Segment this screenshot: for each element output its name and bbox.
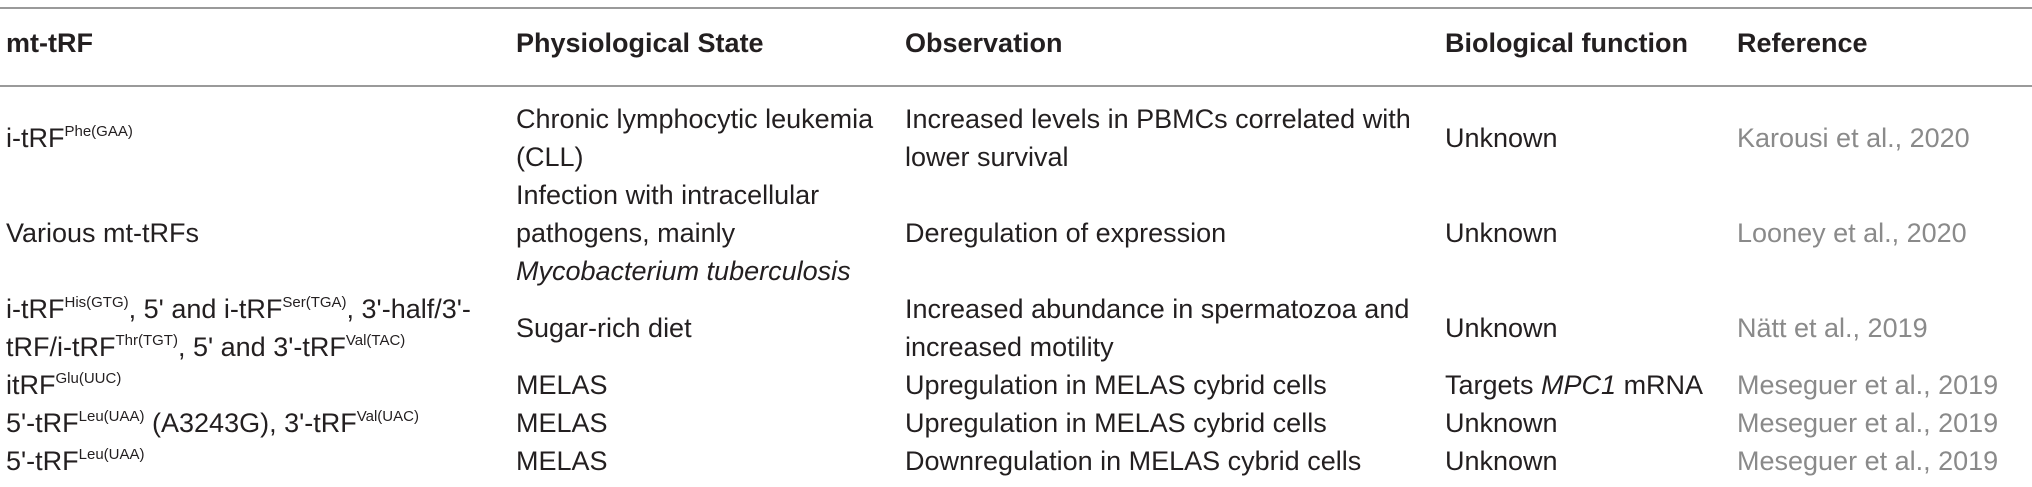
- header-observation: Observation: [905, 27, 1063, 58]
- cell-function: Unknown: [1445, 123, 1558, 153]
- table-row: i-tRFPhe(GAA) Chronic lymphocytic leukem…: [0, 86, 2032, 176]
- cell-mt-trf: itRFGlu(UUC): [6, 370, 122, 400]
- cell-observation: Deregulation of expression: [905, 218, 1227, 248]
- cell-observation: Upregulation in MELAS cybrid cells: [905, 408, 1327, 438]
- table-row: 5'-tRFLeu(UAA) MELAS Downregulation in M…: [0, 442, 2032, 480]
- cell-reference: Meseguer et al., 2019: [1737, 370, 1999, 400]
- cell-state: Chronic lymphocytic leukemia (CLL): [516, 104, 874, 172]
- cell-mt-trf: 5'-tRFLeu(UAA) (A3243G), 3'-tRFVal(UAC): [6, 408, 419, 438]
- cell-function: Unknown: [1445, 218, 1558, 248]
- cell-reference: Looney et al., 2020: [1737, 218, 1967, 248]
- cell-reference: Karousi et al., 2020: [1737, 123, 1970, 153]
- cell-state: Sugar-rich diet: [516, 313, 692, 343]
- cell-observation: Increased levels in PBMCs correlated wit…: [905, 104, 1411, 172]
- cell-function: Unknown: [1445, 408, 1558, 438]
- table-row: itRFGlu(UUC) MELAS Upregulation in MELAS…: [0, 366, 2032, 404]
- cell-function: Targets MPC1 mRNA: [1445, 370, 1704, 400]
- cell-state: MELAS: [516, 370, 608, 400]
- table-row: i-tRFHis(GTG), 5' and i-tRFSer(TGA), 3'-…: [0, 290, 2032, 366]
- header-reference: Reference: [1737, 27, 1868, 58]
- cell-function: Unknown: [1445, 313, 1558, 343]
- header-mt-trf: mt-tRF: [6, 27, 93, 58]
- cell-state: Infection with intracellular pathogens, …: [516, 180, 851, 286]
- cell-observation: Increased abundance in spermatozoa and i…: [905, 294, 1410, 362]
- header-biological-function: Biological function: [1445, 27, 1688, 58]
- cell-observation: Downregulation in MELAS cybrid cells: [905, 446, 1362, 476]
- cell-observation: Upregulation in MELAS cybrid cells: [905, 370, 1327, 400]
- header-physiological-state: Physiological State: [516, 27, 764, 58]
- cell-mt-trf: i-tRFHis(GTG), 5' and i-tRFSer(TGA), 3'-…: [6, 294, 471, 362]
- header-row: mt-tRF Physiological State Observation B…: [0, 0, 2032, 86]
- cell-reference: Meseguer et al., 2019: [1737, 408, 1999, 438]
- cell-function: Unknown: [1445, 446, 1558, 476]
- cell-mt-trf: i-tRFPhe(GAA): [6, 123, 133, 153]
- cell-mt-trf: 5'-tRFLeu(UAA): [6, 446, 145, 476]
- cell-state: MELAS: [516, 446, 608, 476]
- top-rule: [0, 7, 2032, 9]
- table-row: 5'-tRFLeu(UAA) (A3243G), 3'-tRFVal(UAC) …: [0, 404, 2032, 442]
- table-row: Various mt-tRFs Infection with intracell…: [0, 176, 2032, 290]
- cell-state: MELAS: [516, 408, 608, 438]
- cell-reference: Nätt et al., 2019: [1737, 313, 1928, 343]
- cell-reference: Meseguer et al., 2019: [1737, 446, 1999, 476]
- header-rule: [0, 85, 2032, 87]
- cell-mt-trf: Various mt-tRFs: [6, 218, 200, 248]
